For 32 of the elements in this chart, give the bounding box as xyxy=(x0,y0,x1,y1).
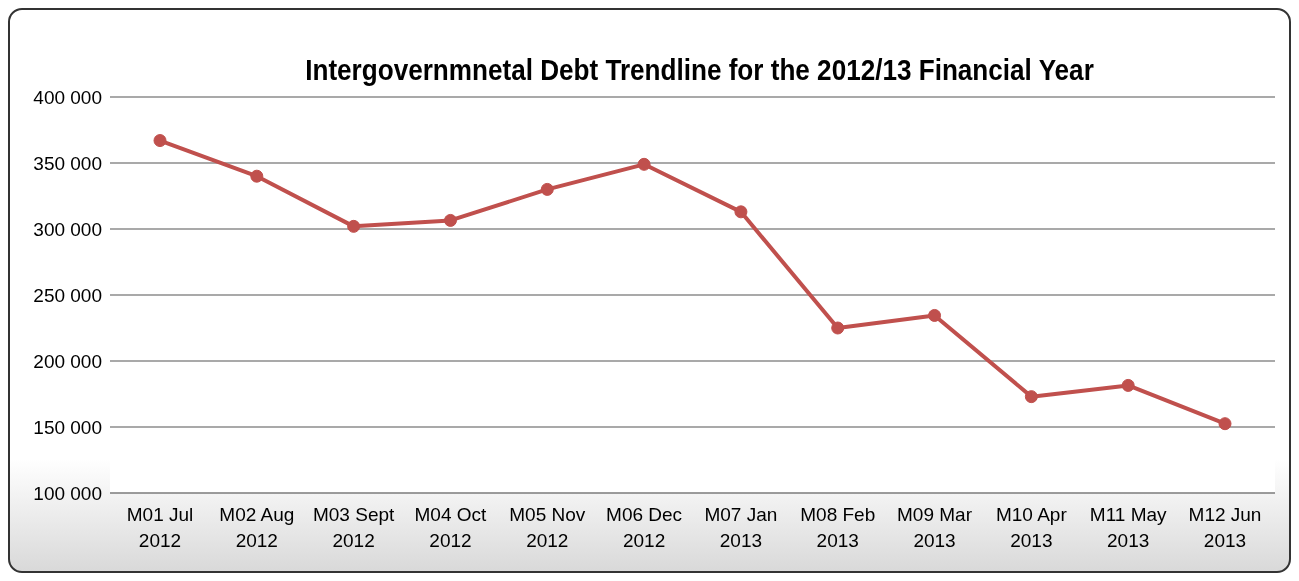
point xyxy=(831,321,845,335)
y-tick-label: 300 000 xyxy=(33,218,102,240)
y-tick-label: 350 000 xyxy=(33,152,102,174)
y-tick-label: 200 000 xyxy=(33,350,102,372)
y-tick-label: 150 000 xyxy=(33,416,102,438)
x-tick-label: M11 May 2013 xyxy=(1089,504,1168,551)
x-tick-label: M10 Apr 2013 xyxy=(995,504,1068,551)
y-tick-label: 250 000 xyxy=(33,284,102,306)
y-tick-label: 400 000 xyxy=(33,86,102,108)
chart-title: Intergovernmnetal Debt Trendline for the 2012/13 Financial Year xyxy=(304,54,1095,87)
x-tick-label: M12 Jun 2013 xyxy=(1188,504,1262,551)
point xyxy=(347,219,361,233)
x-tick-label: M05 Nov 2012 xyxy=(509,504,586,551)
point xyxy=(250,169,264,183)
x-tick-label: M08 Feb 2013 xyxy=(800,504,876,551)
y-tick-label: 100 000 xyxy=(33,482,102,504)
x-tick-label: M03 Sept 2012 xyxy=(312,504,396,551)
point xyxy=(153,134,167,148)
x-tick-label: M04 Oct 2012 xyxy=(414,504,488,551)
point xyxy=(1218,417,1232,431)
x-tick-label: M01 Jul 2012 xyxy=(126,504,194,551)
point xyxy=(1121,378,1135,392)
point xyxy=(1024,390,1038,404)
point xyxy=(734,205,748,219)
point xyxy=(540,182,554,196)
point xyxy=(928,308,942,322)
x-tick-label: M06 Dec 2012 xyxy=(606,504,683,551)
x-tick-label: M09 Mar 2013 xyxy=(897,504,973,551)
x-tick-label: M02 Aug 2012 xyxy=(219,504,295,551)
point xyxy=(443,213,457,227)
point xyxy=(637,157,651,171)
x-tick-label: M07 Jan 2013 xyxy=(704,504,778,551)
